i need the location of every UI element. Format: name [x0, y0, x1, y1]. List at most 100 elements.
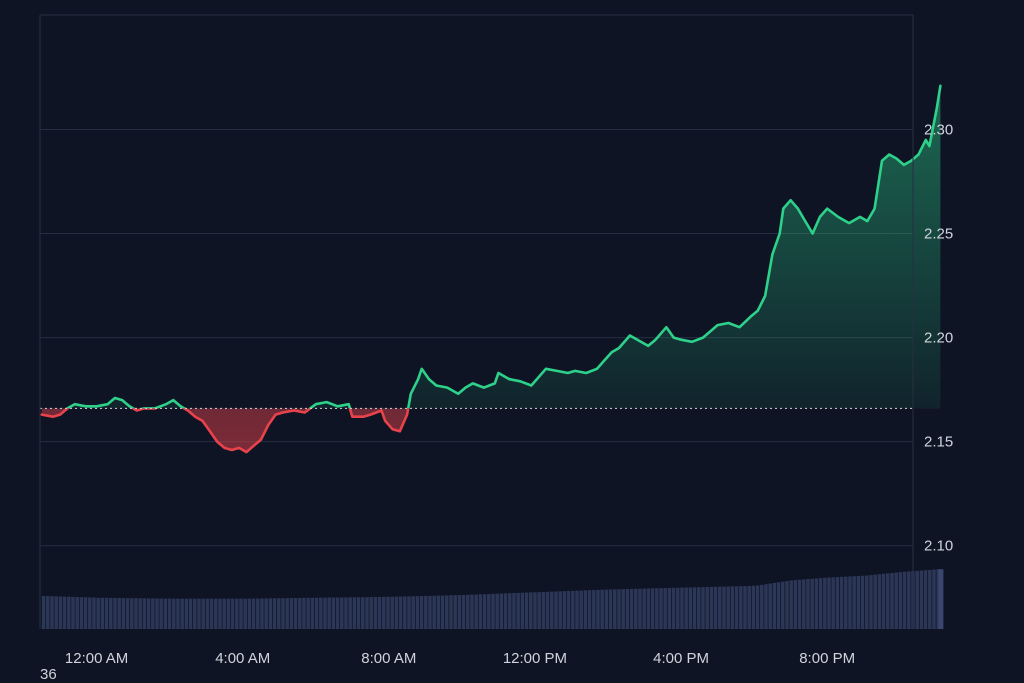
- volume-bar: [692, 587, 697, 629]
- volume-bar: [474, 594, 478, 629]
- volume-bar: [697, 587, 701, 629]
- volume-bar: [503, 593, 508, 629]
- volume-bar: [205, 598, 210, 629]
- volume-bar: [613, 589, 617, 629]
- volume-bar: [319, 597, 323, 629]
- volume-bar: [466, 594, 470, 629]
- volume-bar: [390, 596, 394, 629]
- volume-bar: [247, 598, 252, 629]
- volume-bar: [898, 572, 903, 629]
- volume-bar: [709, 586, 714, 629]
- volume-bar: [827, 577, 831, 629]
- volume-bar: [747, 585, 751, 629]
- volume-bar: [134, 598, 138, 629]
- volume-bar: [583, 590, 588, 629]
- corner-number: 36: [40, 666, 57, 683]
- volume-bar: [512, 593, 516, 629]
- volume-bar: [41, 595, 46, 629]
- volume-bar: [432, 595, 436, 629]
- volume-bar: [415, 596, 420, 629]
- volume-bar: [781, 581, 785, 629]
- volume-bar: [608, 589, 613, 629]
- volume-bar: [356, 597, 361, 629]
- volume-bar: [167, 598, 172, 629]
- volume-bar: [382, 596, 386, 629]
- volume-bar: [533, 592, 537, 629]
- volume-bar: [793, 580, 798, 629]
- y-tick-label: 2.25: [924, 226, 953, 243]
- volume-bar: [789, 580, 793, 629]
- volume-bar: [575, 590, 579, 629]
- volume-bar: [726, 586, 730, 629]
- volume-bar: [403, 596, 407, 629]
- volume-bar: [923, 570, 928, 629]
- volume-bar: [680, 587, 684, 629]
- x-tick-label: 4:00 AM: [215, 650, 270, 667]
- volume-bar: [331, 597, 336, 629]
- volume-bar: [566, 590, 571, 629]
- volume-bar: [671, 587, 676, 629]
- volume-bar: [88, 597, 92, 629]
- volume-bar: [327, 597, 331, 629]
- volume-bar: [516, 592, 520, 629]
- volume-bar: [453, 595, 457, 629]
- volume-bar: [562, 591, 567, 629]
- volume-bar: [314, 597, 319, 629]
- volume-bar: [197, 598, 201, 629]
- volume-bar: [764, 584, 768, 629]
- volume-bar: [676, 587, 680, 629]
- volume-bar: [865, 575, 869, 629]
- volume-bar: [272, 598, 277, 629]
- volume-bar: [734, 586, 739, 629]
- volume-bar: [541, 591, 546, 629]
- volume-bar: [600, 589, 604, 629]
- volume-bar: [239, 598, 243, 629]
- volume-bar: [491, 593, 495, 629]
- volume-bar: [529, 592, 533, 629]
- volume-bar: [667, 587, 672, 629]
- volume-bar: [419, 596, 424, 629]
- volume-bar: [550, 591, 554, 629]
- volume-bar: [571, 590, 575, 629]
- volume-bar: [306, 597, 310, 629]
- volume-bar: [768, 583, 772, 629]
- volume-bar: [936, 569, 940, 629]
- volume-bar: [663, 588, 667, 629]
- volume-bar: [285, 598, 289, 629]
- volume-bar: [743, 586, 747, 629]
- volume-bar: [495, 593, 499, 629]
- volume-bar: [424, 595, 428, 629]
- volume-bar: [449, 595, 453, 629]
- volume-bar: [104, 597, 109, 629]
- area-fill-below-baseline: [41, 408, 941, 453]
- volume-bar: [894, 572, 898, 629]
- volume-bar: [58, 596, 63, 629]
- volume-bar: [361, 597, 365, 629]
- area-fill-above-baseline: [67, 85, 941, 409]
- volume-bar: [932, 569, 936, 629]
- volume-bar: [705, 586, 709, 629]
- volume-bar: [785, 581, 789, 629]
- volume-bar: [554, 591, 558, 629]
- volume-bar: [71, 596, 75, 629]
- volume-bar: [634, 588, 638, 629]
- volume-bar: [293, 597, 298, 629]
- volume-bar: [730, 586, 735, 629]
- price-line-below-baseline: [40, 408, 410, 454]
- volume-bar: [848, 576, 852, 629]
- volume-bar: [352, 597, 357, 629]
- volume-bar: [235, 598, 239, 629]
- volume-bar: [579, 590, 583, 629]
- volume-bar: [907, 571, 911, 629]
- volume-bar: [625, 588, 630, 629]
- volume-bar: [67, 596, 71, 629]
- volume-bar: [226, 598, 231, 629]
- volume-bar: [877, 574, 882, 629]
- volume-bar: [436, 595, 441, 629]
- volume-bar: [524, 592, 529, 629]
- volume-bar: [180, 598, 184, 629]
- volume-bar: [881, 573, 886, 629]
- volume-bar: [407, 596, 411, 629]
- volume-bar: [92, 597, 96, 629]
